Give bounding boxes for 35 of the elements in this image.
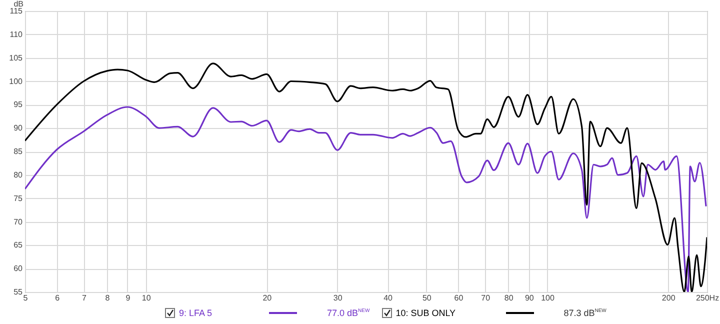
y-tick-label: 75: [14, 194, 24, 203]
x-tick-label: 60: [454, 294, 464, 302]
x-tick-label: 100: [541, 294, 555, 302]
y-tick-label: 95: [14, 100, 24, 110]
y-tick-label: 60: [14, 264, 24, 274]
y-tick-label: 110: [10, 30, 24, 39]
y-tick-label: 70: [14, 217, 24, 226]
x-tick-label: 6: [55, 294, 60, 302]
y-tick-label: 100: [9, 76, 24, 86]
y-tick-label: 80: [14, 170, 24, 180]
x-tick-label: 9: [126, 294, 131, 302]
y-tick-label: 85: [14, 147, 24, 156]
x-tick-label: 200: [662, 294, 676, 302]
x-tick-label: 30: [333, 294, 343, 302]
x-tick-label: 20: [262, 294, 272, 302]
x-tick-label: 8: [105, 294, 110, 302]
y-tick-label: 90: [14, 124, 24, 133]
x-tick-label: 70: [481, 294, 491, 302]
x-tick-label: 50: [422, 294, 432, 302]
x-tick-label: 250Hz: [696, 294, 720, 302]
x-tick-label: 80: [504, 294, 514, 302]
text: 87.3 dB$^{NEW}$: [564, 308, 606, 318]
y-tick-label: 105: [9, 53, 24, 62]
text: 9: LFA 5: [179, 308, 214, 318]
x-tick-label: 7: [82, 294, 87, 302]
y-tick-label: 115: [10, 6, 24, 16]
x-tick-label: 40: [384, 294, 394, 302]
y-axis-title: dB: [14, 0, 24, 8]
x-tick-label: 5: [23, 294, 28, 302]
y-tick-label: 65: [14, 240, 24, 250]
y-tick-label: 55: [14, 288, 24, 296]
text: 10: SUB ONLY: [396, 308, 456, 318]
x-tick-label: 90: [524, 294, 534, 302]
text: 77.0 dB$^{NEW}$: [327, 308, 370, 318]
x-tick-label: 10: [142, 294, 152, 302]
